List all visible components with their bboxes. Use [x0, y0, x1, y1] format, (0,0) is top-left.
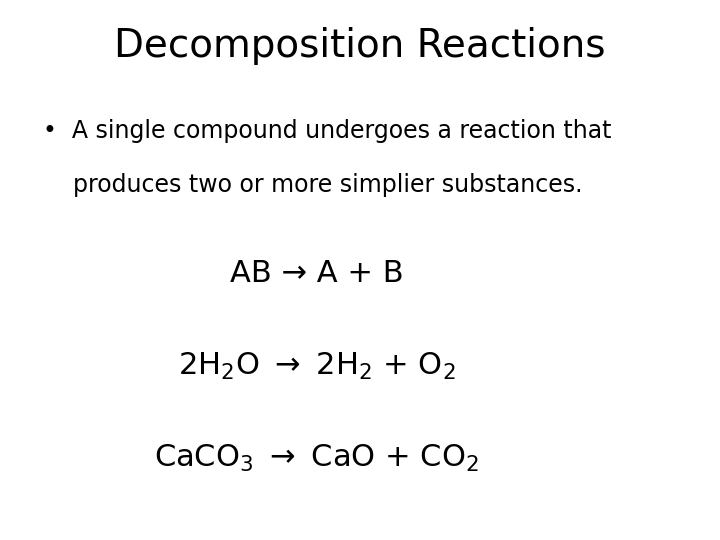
Text: CaCO$_3$ $\rightarrow$ CaO + CO$_2$: CaCO$_3$ $\rightarrow$ CaO + CO$_2$ — [154, 443, 480, 474]
Text: Decomposition Reactions: Decomposition Reactions — [114, 27, 606, 65]
Text: 2H$_2$O $\rightarrow$ 2H$_2$ + O$_2$: 2H$_2$O $\rightarrow$ 2H$_2$ + O$_2$ — [178, 351, 456, 382]
Text: AB → A + B: AB → A + B — [230, 259, 404, 288]
Text: •  A single compound undergoes a reaction that: • A single compound undergoes a reaction… — [43, 119, 612, 143]
Text: produces two or more simplier substances.: produces two or more simplier substances… — [43, 173, 582, 197]
